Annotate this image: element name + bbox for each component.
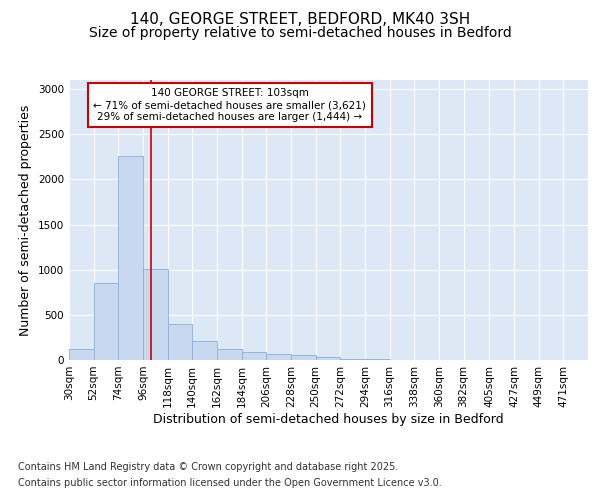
Bar [94, 283, 118, 360]
Text: 140, GEORGE STREET, BEDFORD, MK40 3SH: 140, GEORGE STREET, BEDFORD, MK40 3SH [130, 12, 470, 28]
Bar [143, 269, 167, 360]
Bar [167, 324, 193, 360]
Text: Size of property relative to semi-detached houses in Bedford: Size of property relative to semi-detach… [89, 26, 511, 40]
Bar [118, 156, 143, 360]
Text: Contains HM Land Registry data © Crown copyright and database right 2025.: Contains HM Land Registry data © Crown c… [18, 462, 398, 472]
Bar [291, 356, 316, 360]
Bar [316, 357, 340, 360]
Text: Contains public sector information licensed under the Open Government Licence v3: Contains public sector information licen… [18, 478, 442, 488]
Bar [242, 352, 266, 360]
Bar [69, 349, 94, 360]
Text: 140 GEORGE STREET: 103sqm
← 71% of semi-detached houses are smaller (3,621)
29% : 140 GEORGE STREET: 103sqm ← 71% of semi-… [94, 88, 367, 122]
Bar [340, 358, 365, 360]
Bar [193, 341, 217, 360]
Y-axis label: Number of semi-detached properties: Number of semi-detached properties [19, 104, 32, 336]
X-axis label: Distribution of semi-detached houses by size in Bedford: Distribution of semi-detached houses by … [153, 412, 504, 426]
Bar [217, 349, 242, 360]
Bar [266, 354, 291, 360]
